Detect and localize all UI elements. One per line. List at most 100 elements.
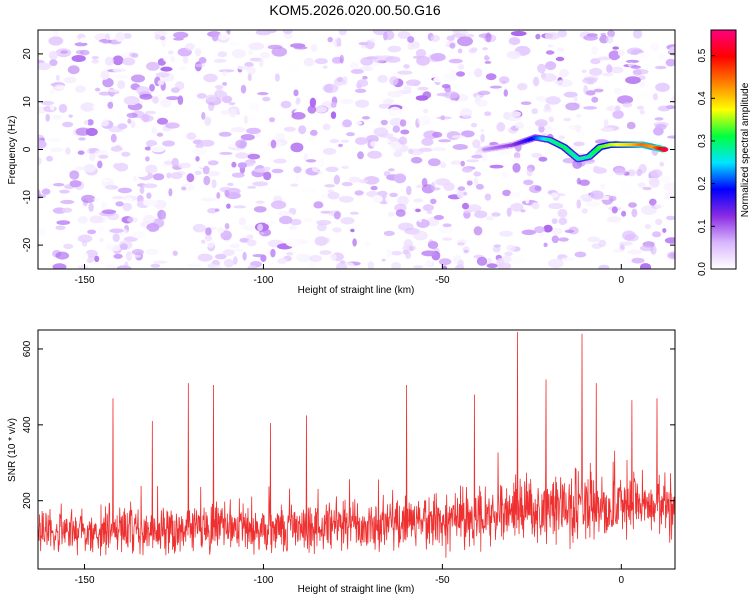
spectrogram-noise-blob bbox=[222, 249, 235, 256]
spectrogram-noise-blob bbox=[631, 208, 638, 218]
spectrogram-noise-blob bbox=[480, 128, 485, 133]
snr-y-label: SNR (10 * v/v) bbox=[7, 418, 18, 482]
colorbar-tick-label: 0.2 bbox=[697, 176, 708, 190]
spectrogram-noise-blob bbox=[422, 91, 432, 99]
spectrogram-noise-blob bbox=[583, 106, 598, 110]
spectrogram-noise-blob bbox=[520, 209, 526, 213]
spectrogram-noise-blob bbox=[489, 85, 502, 89]
spectrogram-noise-blob bbox=[538, 233, 545, 237]
spectrogram-noise-blob bbox=[93, 197, 100, 202]
spectrogram-noise-blob bbox=[233, 256, 238, 265]
spectrogram-noise-blob bbox=[151, 127, 158, 135]
spectrogram-noise-blob bbox=[544, 125, 553, 134]
spectrogram-noise-blob bbox=[324, 204, 331, 209]
spectrogram-noise-blob bbox=[650, 169, 663, 178]
spectrogram-noise-blob bbox=[486, 263, 498, 269]
spectrogram-noise-blob bbox=[397, 195, 409, 206]
spectrogram-x-label: Height of straight line (km) bbox=[298, 285, 415, 296]
spectrogram-noise-blob bbox=[493, 244, 501, 248]
spectrogram-noise-blob bbox=[196, 93, 207, 99]
spectrogram-noise-blob bbox=[664, 191, 675, 201]
spectrogram-noise-blob bbox=[379, 133, 394, 139]
spectrogram-noise-blob bbox=[329, 253, 337, 262]
spectrogram-noise-blob bbox=[152, 173, 165, 181]
spectrogram-noise-blob bbox=[655, 82, 670, 93]
spectrogram-noise-blob bbox=[324, 184, 336, 188]
spectrogram-noise-blob bbox=[355, 99, 370, 108]
spectrogram-noise-blob bbox=[226, 203, 231, 209]
spectrogram-noise-blob bbox=[456, 71, 465, 77]
spectrogram-noise-blob bbox=[377, 74, 388, 83]
spectrogram-noise-blob bbox=[49, 59, 58, 67]
spectrogram-x-tick-label: -100 bbox=[253, 275, 273, 286]
spectrogram-noise-blob bbox=[440, 115, 446, 121]
spectrogram-noise-blob bbox=[382, 98, 395, 104]
spectrogram-noise-blob bbox=[558, 135, 566, 140]
spectrogram-noise-blob bbox=[194, 63, 205, 68]
spectrogram-noise-blob bbox=[104, 184, 118, 190]
spectrogram-noise-blob bbox=[98, 91, 111, 96]
spectrogram-noise-blob bbox=[239, 237, 250, 243]
spectrogram-noise-blob bbox=[427, 241, 439, 249]
spectrogram-noise-blob bbox=[178, 162, 192, 169]
spectrogram-noise-blob bbox=[412, 55, 422, 59]
spectrogram-noise-blob bbox=[597, 56, 612, 61]
spectrogram-noise-blob bbox=[480, 133, 485, 143]
spectrogram-noise-blob bbox=[262, 69, 277, 75]
spectrogram-noise-blob bbox=[69, 180, 82, 188]
spectrogram-noise-blob bbox=[558, 217, 568, 225]
spectrogram-noise-blob bbox=[293, 89, 299, 97]
spectrogram-noise-blob bbox=[205, 94, 217, 103]
spectrogram-noise-blob bbox=[312, 166, 319, 172]
spectrogram-noise-blob bbox=[544, 32, 561, 40]
spectrogram-noise-blob bbox=[264, 220, 275, 225]
spectrogram-y-tick-label: 0 bbox=[22, 146, 33, 152]
spectrogram-noise-blob bbox=[456, 190, 464, 199]
spectrogram-noise-blob bbox=[489, 164, 504, 169]
spectrogram-noise-blob bbox=[162, 140, 175, 147]
spectrogram-noise-blob bbox=[607, 30, 615, 38]
snr-panel: -150 -100 -50 0 200 400 600 Height of straigh… bbox=[7, 329, 676, 595]
spectrogram-noise-blob bbox=[235, 139, 248, 149]
spectrogram-noise-blob bbox=[113, 253, 123, 259]
spectrogram-noise-blob bbox=[223, 166, 238, 173]
spectrogram-noise-blob bbox=[237, 162, 248, 169]
snr-y-tick-label: 600 bbox=[22, 340, 33, 357]
spectrogram-noise-blob bbox=[637, 182, 646, 188]
spectrogram-noise-blob bbox=[389, 76, 399, 86]
spectrogram-noise-blob bbox=[280, 100, 292, 109]
spectrogram-noise-blob bbox=[168, 188, 173, 197]
spectrogram-noise-blob bbox=[262, 166, 271, 171]
spectrogram-noise-blob bbox=[632, 30, 643, 39]
spectrogram-noise-blob bbox=[400, 129, 410, 135]
spectrogram-noise-blob bbox=[372, 195, 384, 203]
spectrogram-noise-blob bbox=[644, 224, 652, 230]
spectrogram-noise-blob bbox=[246, 66, 256, 75]
spectrogram-noise-blob bbox=[387, 45, 402, 53]
colorbar-tick-label: 0.4 bbox=[697, 91, 708, 105]
spectrogram-noise-blob bbox=[583, 35, 598, 41]
spectrogram-y-label: Frequency (Hz) bbox=[7, 116, 18, 185]
spectrogram-noise-blob bbox=[338, 30, 347, 36]
spectrogram-noise-blob bbox=[52, 114, 62, 120]
spectrogram-noise-blob bbox=[342, 119, 352, 128]
spectrogram-noise-blob bbox=[668, 46, 675, 55]
spectrogram-noise-blob bbox=[341, 181, 353, 187]
spectrogram-noise-blob bbox=[442, 223, 452, 228]
spectrogram-noise-blob bbox=[636, 168, 643, 177]
colorbar-gradient bbox=[710, 29, 737, 270]
spectrogram-noise-blob bbox=[238, 217, 246, 226]
spectrogram-noise-blob bbox=[244, 61, 254, 68]
spectrogram-noise-blob bbox=[131, 74, 145, 83]
spectrogram-noise-blob bbox=[115, 201, 124, 207]
spectrogram-noise-blob bbox=[303, 57, 315, 67]
spectrogram-x-ticks: -150 -100 -50 0 bbox=[75, 264, 625, 286]
spectrogram-noise-blob bbox=[78, 137, 86, 141]
spectrogram-noise-blob bbox=[366, 117, 381, 126]
spectrogram-noise-blob bbox=[341, 165, 350, 169]
spectrogram-noise-blob bbox=[663, 182, 675, 192]
spectrogram-noise-blob bbox=[294, 175, 300, 181]
spectrogram-noise-blob bbox=[155, 72, 170, 78]
spectrogram-noise-blob bbox=[392, 125, 400, 133]
spectrogram-noise-blob bbox=[144, 146, 152, 151]
